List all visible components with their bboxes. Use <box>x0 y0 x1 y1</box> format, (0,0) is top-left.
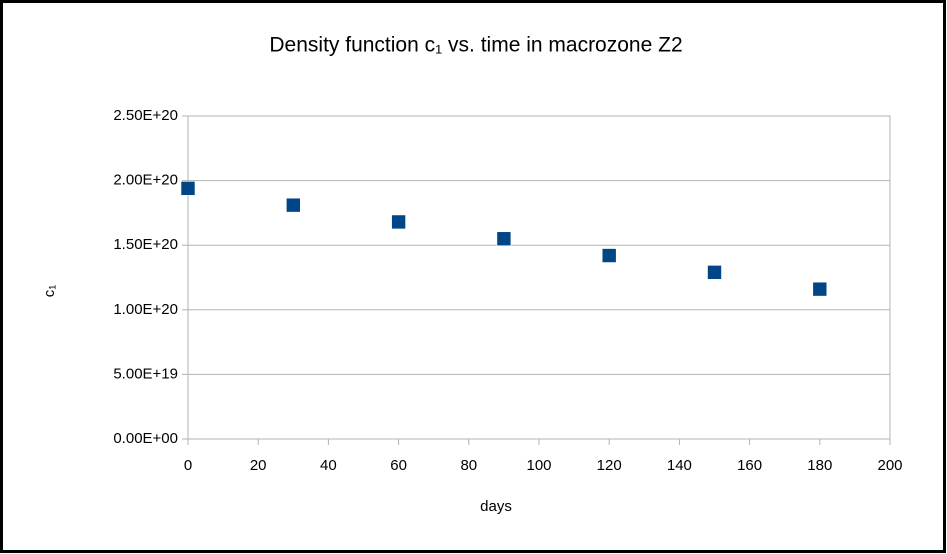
point <box>496 231 512 247</box>
x-tick-label: 180 <box>807 457 832 474</box>
x-tick-label: 200 <box>877 457 902 474</box>
y-tick-label: 2.50E+20 <box>113 107 178 124</box>
y-tick-label: 5.00E+19 <box>113 365 178 382</box>
y-axis-label: c₁ <box>41 285 58 298</box>
chart-title: Density function c₁ vs. time in macrozon… <box>269 34 682 57</box>
x-tick-label: 60 <box>390 457 407 474</box>
point <box>285 197 301 213</box>
point <box>812 281 828 297</box>
x-tick-label: 160 <box>737 457 762 474</box>
point <box>180 181 196 196</box>
point <box>707 265 722 280</box>
x-axis-label: days <box>480 498 512 515</box>
x-tick-label: 120 <box>597 457 622 474</box>
x-tick-label: 20 <box>250 457 267 474</box>
point <box>391 214 406 230</box>
y-tick-label: 0.00E+00 <box>113 430 178 447</box>
x-tick-label: 0 <box>184 457 192 474</box>
x-tick-label: 40 <box>320 457 337 474</box>
y-tick-label: 1.50E+20 <box>113 236 178 253</box>
x-tick-label: 140 <box>667 457 692 474</box>
point <box>601 248 617 263</box>
x-tick-label: 80 <box>460 457 477 474</box>
y-tick-label: 1.00E+20 <box>113 301 178 318</box>
x-tick-label: 100 <box>526 457 551 474</box>
y-tick-label: 2.00E+20 <box>113 172 178 189</box>
